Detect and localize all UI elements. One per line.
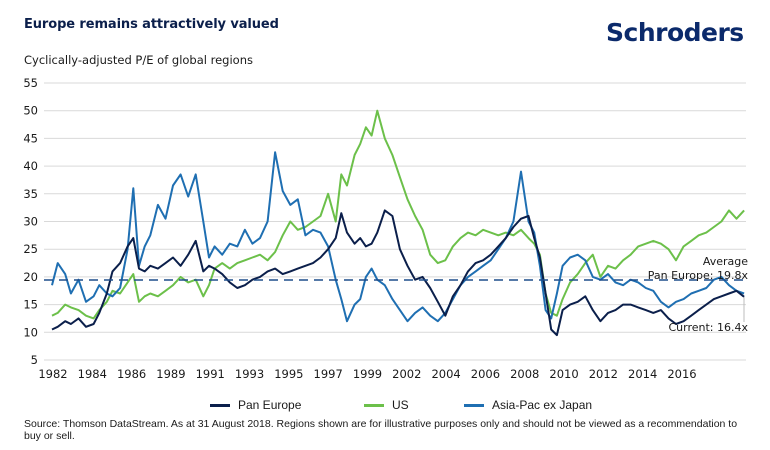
y-tick-label: 5: [31, 353, 38, 367]
x-tick-label: 1997: [314, 367, 343, 381]
series-line-pan-europe: [51, 209, 745, 337]
legend-item-asia-pac: Asia-Pac ex Japan: [464, 398, 592, 412]
legend-swatch-us: [364, 403, 384, 407]
x-tick-label: 2004: [431, 367, 460, 381]
y-tick-label: 50: [23, 104, 38, 118]
chart-subtitle: Cyclically-adjusted P/E of global region…: [24, 53, 253, 67]
gridlines: [44, 82, 746, 361]
schroders-logo: Schroders: [606, 18, 744, 47]
x-tick-label: 2006: [471, 367, 500, 381]
x-tick-label: 1999: [353, 367, 382, 381]
y-tick-label: 10: [23, 325, 38, 339]
x-tick-label: 2008: [510, 367, 539, 381]
source-note: Source: Thomson DataStream. As at 31 Aug…: [24, 418, 738, 442]
annotation-current: Current: 16.4x: [668, 321, 748, 334]
x-tick-label: 2010: [549, 367, 578, 381]
y-tick-label: 40: [23, 159, 38, 173]
y-tick-label: 35: [23, 187, 38, 201]
annotation-average-value: Pan Europe: 19.8x: [648, 269, 749, 282]
annotation-average: Average: [703, 255, 748, 268]
x-tick-label: 1993: [235, 367, 264, 381]
legend-item-pan-europe: Pan Europe: [210, 398, 301, 412]
y-tick-label: 55: [23, 76, 38, 90]
x-tick-label: 1989: [156, 367, 185, 381]
x-tick-label: 2014: [628, 367, 657, 381]
legend-label-asia-pac: Asia-Pac ex Japan: [492, 398, 593, 412]
y-tick-label: 45: [23, 131, 38, 145]
legend: Pan Europe US Asia-Pac ex Japan: [0, 398, 770, 416]
y-tick-label: 25: [23, 242, 38, 256]
x-axis-ticks: 1982 1984 1986 1989 1991 1993 1995 1997 1999 2002…: [38, 367, 696, 381]
legend-swatch-asia-pac: [464, 403, 484, 407]
x-tick-label: 1984: [78, 367, 107, 381]
y-axis-ticks: 5 10 15 20 25 30 35 40 45 50 55: [23, 76, 38, 367]
x-tick-label: 2016: [667, 367, 696, 381]
series-line-asia-pac: [51, 151, 745, 323]
legend-label-us: US: [392, 398, 409, 412]
legend-item-us: US: [364, 398, 409, 412]
x-tick-label: 2012: [589, 367, 618, 381]
legend-label-pan-europe: Pan Europe: [238, 398, 302, 412]
chart-title: Europe remains attractively valued: [24, 17, 279, 32]
x-tick-label: 1991: [196, 367, 225, 381]
x-tick-label: 2002: [392, 367, 421, 381]
y-tick-label: 20: [23, 270, 38, 284]
legend-swatch-pan-europe: [210, 403, 230, 407]
y-tick-label: 30: [23, 215, 38, 229]
x-tick-label: 1982: [38, 367, 67, 381]
x-tick-label: 1986: [117, 367, 146, 381]
y-tick-label: 15: [23, 298, 38, 312]
series-line-us: [51, 109, 745, 320]
series-lines: [51, 109, 745, 337]
x-tick-label: 1995: [274, 367, 303, 381]
